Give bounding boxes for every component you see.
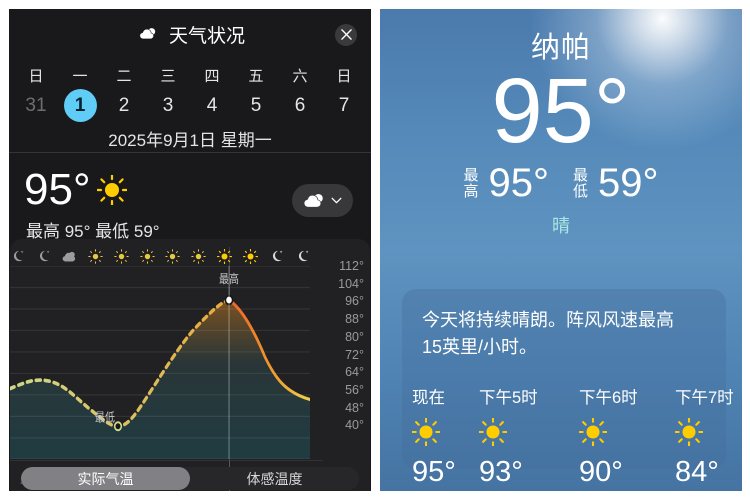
svg-text:最低: 最低: [95, 410, 115, 424]
svg-text:最高: 最高: [219, 271, 239, 286]
